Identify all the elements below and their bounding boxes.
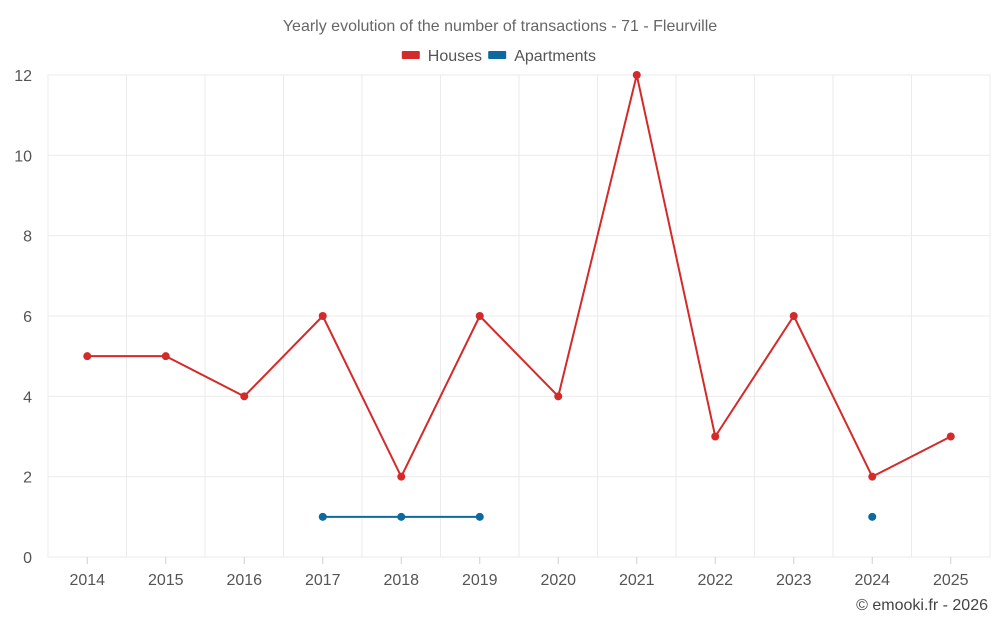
houses-point [240, 392, 249, 401]
x-tick-label: 2016 [226, 572, 262, 589]
series-apartments [318, 512, 877, 521]
x-tick-label: 2021 [619, 572, 655, 589]
houses-point [554, 392, 563, 401]
houses-point [397, 472, 406, 481]
x-tick-label: 2022 [697, 572, 733, 589]
y-tick-label: 12 [14, 68, 32, 85]
legend-label-houses: Houses [428, 48, 482, 65]
x-tick-label: 2020 [540, 572, 576, 589]
x-tick-label: 2018 [383, 572, 419, 589]
series-houses [83, 71, 955, 481]
houses-point [475, 312, 484, 320]
houses-point [946, 432, 955, 441]
grid [47, 74, 991, 558]
y-tick-label: 10 [14, 148, 32, 165]
x-tick-label: 2019 [462, 572, 498, 589]
legend: Houses Apartments [401, 48, 596, 65]
y-tick-label: 2 [23, 470, 32, 487]
legend-swatch-apartments [488, 51, 507, 59]
apartments-point [397, 512, 406, 521]
houses-line [87, 74, 952, 478]
credit-text: © emooki.fr - 2026 [856, 597, 988, 614]
houses-point [632, 71, 641, 79]
y-tick-label: 8 [23, 229, 32, 246]
houses-point [318, 312, 327, 320]
apartments-point [318, 512, 327, 521]
houses-point [83, 352, 92, 361]
y-tick-label: 6 [23, 309, 32, 326]
y-tick-label: 4 [23, 389, 32, 406]
houses-point [868, 472, 877, 481]
houses-point [711, 432, 720, 441]
x-tick-label: 2023 [776, 572, 812, 589]
chart-title: Yearly evolution of the number of transa… [283, 18, 717, 35]
x-axis: 2014 2015 2016 2017 2018 2019 2020 2021 2022 2023… [69, 557, 969, 589]
y-tick-label: 0 [23, 550, 32, 567]
x-tick-label: 2015 [148, 572, 184, 589]
x-tick-label: 2025 [933, 572, 969, 589]
apartments-point [475, 512, 484, 521]
y-axis: 0 2 4 6 8 10 12 [14, 68, 32, 567]
apartments-point [868, 512, 877, 521]
legend-label-apartments: Apartments [514, 48, 596, 65]
legend-swatch-houses [401, 51, 420, 59]
x-tick-label: 2024 [854, 572, 890, 589]
houses-point [161, 352, 170, 361]
houses-point [789, 312, 798, 320]
x-tick-label: 2014 [69, 572, 105, 589]
series-layer [83, 71, 955, 521]
x-tick-label: 2017 [305, 572, 341, 589]
